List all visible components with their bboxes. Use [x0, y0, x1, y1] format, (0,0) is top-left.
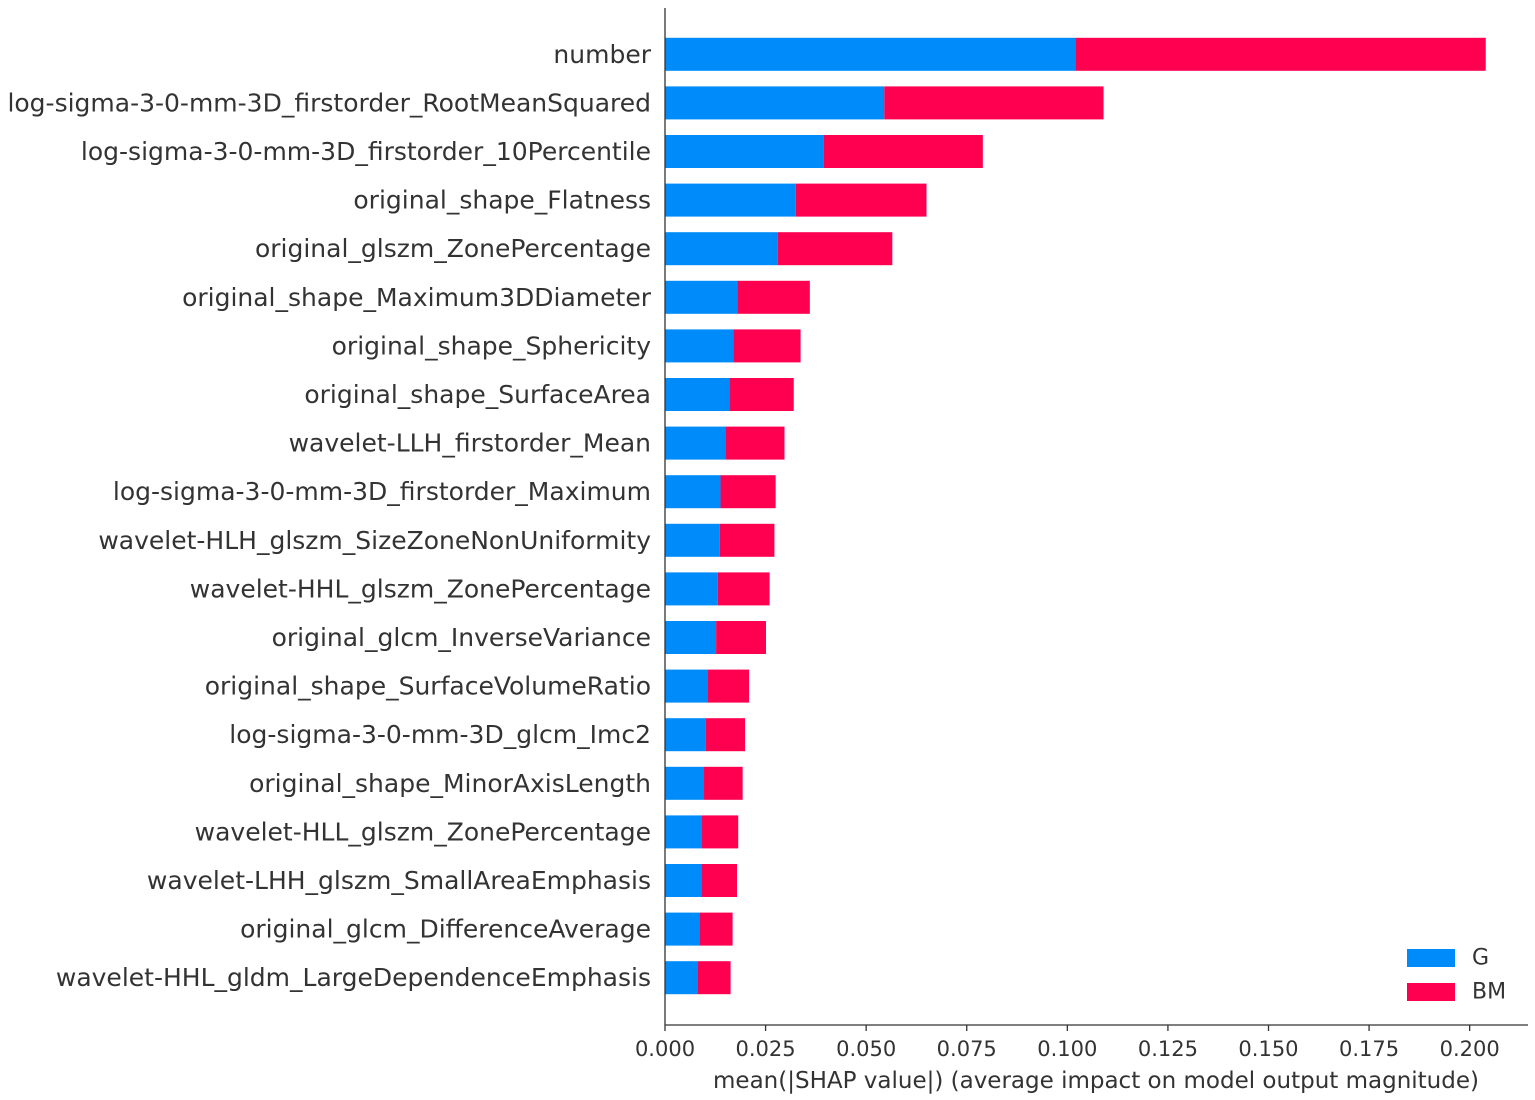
bar-bm-6: [733, 329, 801, 363]
bar-bm-8: [725, 426, 785, 460]
bar-bm-14: [705, 718, 746, 752]
category-label: original_shape_SurfaceArea: [304, 380, 651, 409]
bar-bm-19: [697, 961, 731, 995]
bar-g-12: [665, 621, 717, 654]
x-axis-label: mean(|SHAP value|) (average impact on mo…: [713, 1068, 1479, 1094]
bar-bm-18: [699, 912, 733, 946]
bar-g-8: [665, 426, 726, 460]
bar-bm-10: [719, 523, 775, 557]
category-label: original_shape_SurfaceVolumeRatio: [205, 672, 651, 701]
legend-swatch-bm: [1407, 983, 1455, 1001]
category-label: original_glcm_DifferenceAverage: [240, 915, 651, 944]
x-tick-label: 0.175: [1339, 1037, 1399, 1061]
x-tick-label: 0.150: [1238, 1037, 1298, 1061]
bar-g-4: [665, 232, 778, 266]
category-label: original_shape_Sphericity: [332, 331, 652, 360]
legend-label-bm: BM: [1472, 980, 1506, 1005]
bar-g-1: [665, 86, 885, 120]
bar-bm-12: [716, 621, 766, 654]
category-label: log-sigma-3-0-mm-3D_firstorder_10Percent…: [81, 137, 651, 166]
bar-bm-15: [704, 766, 743, 800]
legend: G BM: [1407, 946, 1506, 1005]
category-label: wavelet-LLH_firstorder_Mean: [289, 429, 651, 458]
bar-bm-1: [884, 86, 1104, 120]
bar-bm-11: [717, 572, 770, 606]
bar-bm-13: [707, 669, 750, 703]
category-label: original_shape_MinorAxisLength: [249, 769, 651, 798]
x-tick-label: 0.050: [836, 1037, 896, 1061]
bar-group: [665, 37, 1486, 995]
bar-g-14: [665, 718, 706, 752]
category-label: wavelet-HLH_glszm_SizeZoneNonUniformity: [98, 526, 651, 555]
category-label: wavelet-LHH_glszm_SmallAreaEmphasis: [147, 866, 651, 895]
x-axis-ticks: 0.000 0.025 0.050 0.075 0.100 0.125 0.150 0.175…: [635, 1025, 1500, 1061]
x-tick-label: 0.000: [635, 1037, 695, 1061]
bar-g-16: [665, 815, 703, 849]
x-tick-label: 0.100: [1037, 1037, 1097, 1061]
category-label: number: [553, 40, 651, 69]
category-label: log-sigma-3-0-mm-3D_firstorder_RootMeanS…: [7, 88, 651, 117]
bar-bm-2: [823, 135, 983, 168]
bar-g-5: [665, 280, 738, 314]
bar-g-7: [665, 378, 730, 411]
bar-bm-5: [737, 280, 810, 314]
x-tick-label: 0.200: [1440, 1037, 1500, 1061]
bar-g-10: [665, 523, 720, 557]
bar-bm-0: [1075, 37, 1486, 71]
x-tick-label: 0.125: [1138, 1037, 1198, 1061]
category-label: original_glszm_ZonePercentage: [255, 234, 651, 263]
x-tick-label: 0.025: [736, 1037, 796, 1061]
category-label: wavelet-HHL_glszm_ZonePercentage: [190, 574, 651, 603]
bar-g-9: [665, 475, 721, 509]
bar-g-18: [665, 912, 700, 946]
category-label: wavelet-HHL_gldm_LargeDependenceEmphasis: [56, 963, 651, 992]
bar-bm-4: [777, 232, 893, 266]
bar-g-3: [665, 183, 796, 217]
category-label: original_shape_Maximum3DDiameter: [182, 283, 652, 312]
category-label: log-sigma-3-0-mm-3D_firstorder_Maximum: [113, 477, 651, 506]
bar-bm-16: [702, 815, 739, 849]
bar-g-17: [665, 864, 702, 897]
category-label: original_shape_Flatness: [353, 186, 651, 215]
bar-bm-17: [701, 864, 738, 897]
bar-g-19: [665, 961, 698, 995]
legend-swatch-g: [1407, 949, 1455, 967]
bar-g-15: [665, 766, 705, 800]
category-labels: number log-sigma-3-0-mm-3D_firstorder_Roo…: [7, 40, 651, 992]
category-label: original_glcm_InverseVariance: [272, 623, 651, 652]
bar-g-11: [665, 572, 718, 606]
bar-g-2: [665, 135, 824, 168]
legend-label-g: G: [1472, 946, 1489, 971]
bar-bm-7: [729, 378, 794, 411]
bar-g-0: [665, 37, 1076, 71]
bar-bm-9: [720, 475, 776, 509]
bar-g-13: [665, 669, 708, 703]
category-label: wavelet-HLL_glszm_ZonePercentage: [195, 817, 651, 846]
x-tick-label: 0.075: [937, 1037, 997, 1061]
bar-g-6: [665, 329, 734, 363]
category-label: log-sigma-3-0-mm-3D_glcm_Imc2: [229, 720, 651, 749]
bar-bm-3: [795, 183, 927, 217]
